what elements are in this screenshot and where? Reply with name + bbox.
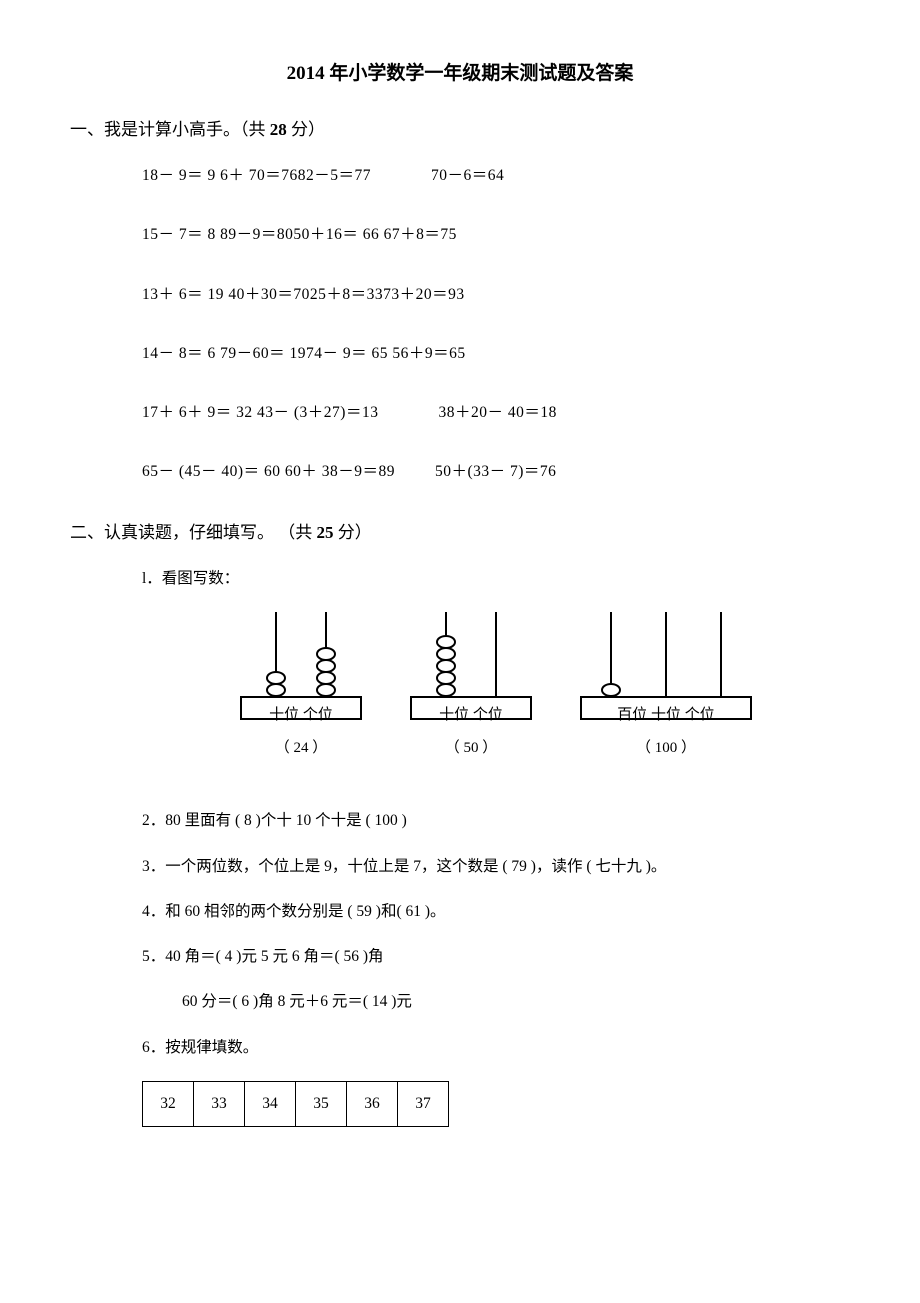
section-2-heading: 二、认真读题，仔细填写。 （共 25 分） — [70, 520, 850, 546]
abacus-item: 百位 十位 个位 （ 100 ） — [571, 612, 761, 779]
calc-a: 14－ 8＝ 6 79－60＝ 1974－ 9＝ 65 56＋9＝65 — [142, 345, 466, 362]
calc-line: 18－ 9＝ 9 6＋ 70＝7682－5＝77 70－6＝64 — [142, 164, 850, 187]
seq-cell: 35 — [296, 1081, 347, 1126]
calc-a: 18－ 9＝ 9 6＋ 70＝7682－5＝77 — [142, 167, 371, 184]
seq-cell: 37 — [398, 1081, 449, 1126]
calc-a: 17＋ 6＋ 9＝ 32 43－ (3＋27)＝13 — [142, 404, 378, 421]
q5a: 5．40 角＝( 4 )元 5 元 6 角＝( 56 )角 — [142, 945, 850, 968]
q2: 2．80 里面有 ( 8 )个十 10 个十是 ( 100 ) — [142, 809, 850, 832]
abacus-row: 十位 个位 （ 24 ） 十位 个位 （ 50 ） — [142, 612, 850, 779]
abacus-labels: 十位 个位 — [439, 704, 503, 727]
seq-cell: 34 — [245, 1081, 296, 1126]
s2-suffix: 分） — [334, 523, 372, 542]
calc-line: 14－ 8＝ 6 79－60＝ 1974－ 9＝ 65 56＋9＝65 — [142, 342, 850, 365]
calc-b: 50＋(33－ 7)＝76 — [435, 463, 556, 480]
abacus-item: 十位 个位 （ 24 ） — [231, 612, 371, 779]
calc-line: 17＋ 6＋ 9＝ 32 43－ (3＋27)＝13 38＋20－ 40＝18 — [142, 401, 850, 424]
abacus-labels: 百位 十位 个位 — [617, 704, 715, 727]
q6-label: 6．按规律填数。 — [142, 1036, 850, 1059]
seq-cell: 32 — [143, 1081, 194, 1126]
calc-a: 13＋ 6＝ 19 40＋30＝7025＋8＝3373＋20＝93 — [142, 286, 465, 303]
s2-points: 25 — [317, 523, 334, 542]
s2-prefix: 二、认真读题，仔细填写。 （共 — [70, 523, 317, 542]
q5b: 60 分＝( 6 )角 8 元＋6 元＝( 14 )元 — [142, 990, 850, 1013]
section-1-body: 18－ 9＝ 9 6＋ 70＝7682－5＝77 70－6＝64 15－ 7＝ 8… — [70, 164, 850, 484]
calc-b: 70－6＝64 — [431, 167, 504, 184]
s1-prefix: 一、我是计算小高手。（共 — [70, 120, 270, 139]
sequence-table: 32 33 34 35 36 37 — [142, 1081, 449, 1127]
abacus-answer: （ 50 ） — [445, 737, 498, 760]
q3: 3．一个两位数，个位上是 9，十位上是 7，这个数是 ( 79 )，读作 ( 七… — [142, 855, 850, 878]
calc-line: 15－ 7＝ 8 89－9＝8050＋16＝ 66 67＋8＝75 — [142, 223, 850, 246]
q4: 4．和 60 相邻的两个数分别是 ( 59 )和( 61 )。 — [142, 900, 850, 923]
abacus-answer: （ 100 ） — [636, 737, 696, 760]
calc-b: 38＋20－ 40＝18 — [438, 404, 556, 421]
calc-a: 65－ (45－ 40)＝ 60 60＋ 38－9＝89 — [142, 463, 395, 480]
q1-label: l．看图写数： — [142, 567, 850, 590]
page-title: 2014 年小学数学一年级期末测试题及答案 — [70, 60, 850, 89]
section-2-body: l．看图写数： 十位 个位 （ 24 ） — [70, 567, 850, 1127]
s1-suffix: 分） — [287, 120, 325, 139]
calc-a: 15－ 7＝ 8 89－9＝8050＋16＝ 66 67＋8＝75 — [142, 226, 457, 243]
calc-line: 13＋ 6＝ 19 40＋30＝7025＋8＝3373＋20＝93 — [142, 283, 850, 306]
calc-line: 65－ (45－ 40)＝ 60 60＋ 38－9＝89 50＋(33－ 7)＝7… — [142, 460, 850, 483]
s1-points: 28 — [270, 120, 287, 139]
section-1-heading: 一、我是计算小高手。（共 28 分） — [70, 117, 850, 143]
abacus-labels: 十位 个位 — [269, 704, 333, 727]
seq-cell: 36 — [347, 1081, 398, 1126]
abacus-item: 十位 个位 （ 50 ） — [401, 612, 541, 779]
seq-cell: 33 — [194, 1081, 245, 1126]
abacus-answer: （ 24 ） — [275, 737, 328, 760]
